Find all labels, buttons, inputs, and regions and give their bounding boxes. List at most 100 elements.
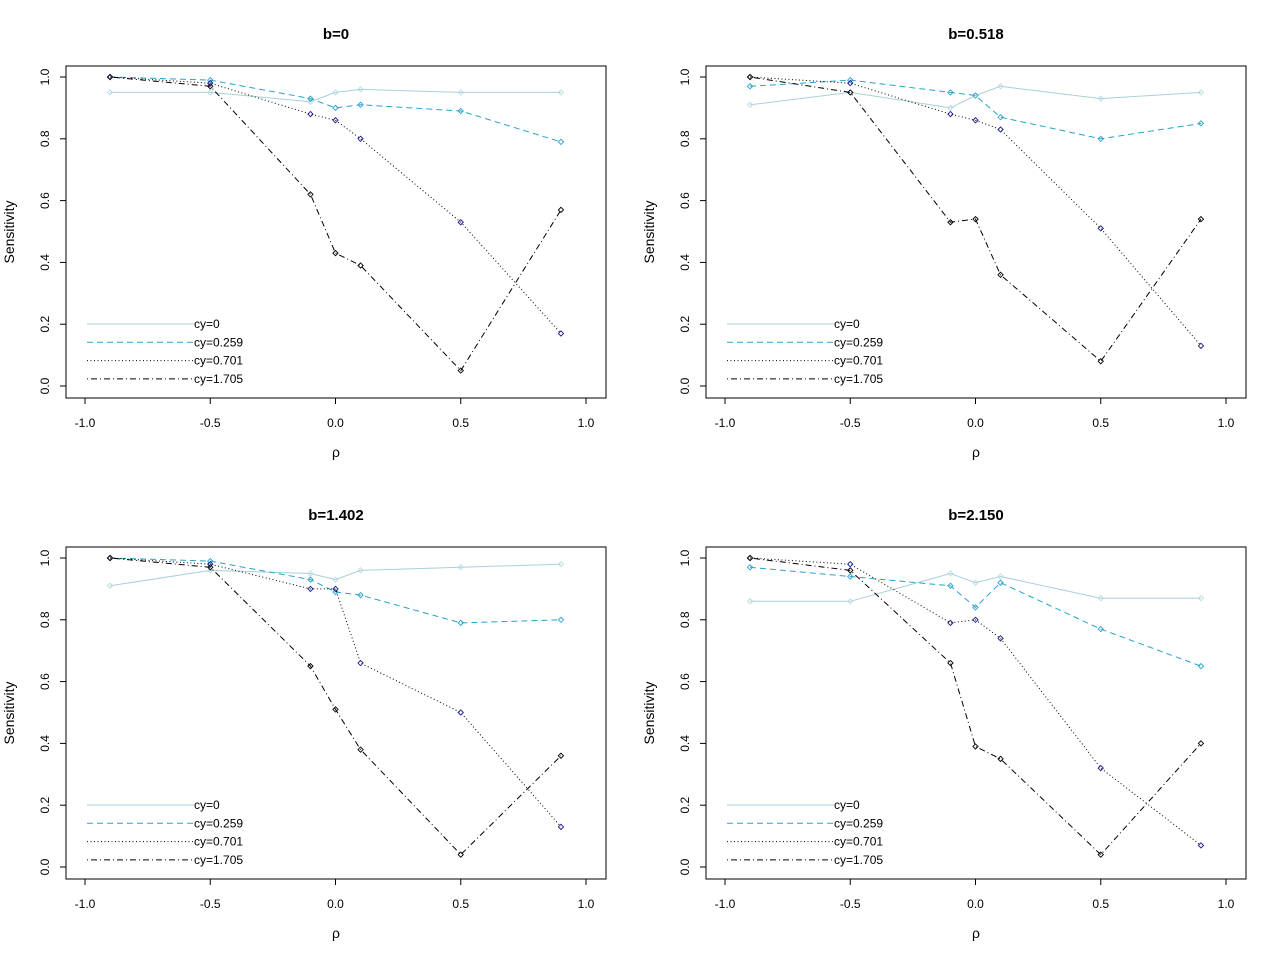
data-point [997, 126, 1004, 133]
data-point [997, 755, 1004, 763]
series-line-2 [109, 76, 562, 143]
data-point [332, 706, 339, 713]
legend-label-1: cy=0 [194, 317, 220, 331]
series-line-4 [109, 76, 562, 372]
data-point [1097, 764, 1104, 772]
y-tick-label: 1.0 [678, 549, 692, 566]
data-point [1197, 342, 1205, 350]
data-point [947, 104, 954, 112]
data-point [357, 567, 364, 574]
data-point [947, 89, 954, 96]
y-tick-label: 0.0 [38, 377, 52, 394]
y-tick-label: 0.4 [38, 254, 52, 271]
x-axis-label: ρ [332, 444, 340, 460]
x-axis-label: ρ [972, 444, 980, 460]
series-line-2 [749, 79, 1202, 140]
x-tick-label: -1.0 [715, 897, 736, 911]
y-tick-label: 0.8 [678, 130, 692, 147]
series-line-2 [749, 566, 1202, 667]
data-point [557, 616, 565, 624]
y-tick-label: 0.8 [38, 130, 52, 147]
data-point [746, 73, 754, 81]
data-point [746, 598, 754, 605]
y-tick-label: 0.0 [38, 858, 52, 875]
data-point [557, 330, 565, 337]
data-point [1197, 594, 1205, 602]
data-point [207, 557, 214, 565]
data-point [357, 591, 364, 599]
data-point [332, 89, 339, 96]
data-point [106, 73, 114, 81]
data-point [207, 567, 214, 574]
data-point [847, 567, 854, 574]
legend-label-4: cy=1.705 [194, 853, 243, 867]
data-point [207, 89, 214, 96]
legend-label-1: cy=0 [834, 317, 860, 331]
data-point [1197, 842, 1205, 849]
data-point [1097, 225, 1104, 232]
data-point [207, 79, 214, 87]
y-tick-label: 0.6 [678, 673, 692, 690]
y-axis-label: Sensitivity [1, 200, 17, 263]
data-point [1197, 215, 1205, 223]
series-line-3 [109, 76, 562, 334]
x-tick-label: 1.0 [578, 897, 595, 911]
x-tick-label: -1.0 [75, 897, 96, 911]
data-point [847, 76, 854, 84]
legend-label-4: cy=1.705 [194, 372, 243, 386]
series-line-3 [749, 557, 1202, 846]
y-tick-label: 0.6 [678, 192, 692, 209]
data-point [357, 135, 364, 143]
chart-panel-1: b=0 -1.0 -0.5 0.0 0.5 1.0 0.0 0.2 0.4 0.6 0.8 1.0 ρ S… [1, 26, 607, 460]
data-point [557, 138, 565, 146]
series-line-3 [749, 76, 1202, 347]
x-tick-label: 0.0 [327, 416, 344, 430]
data-point [1097, 851, 1104, 858]
legend-label-2: cy=0.259 [834, 335, 883, 349]
x-tick-label: 1.0 [1218, 416, 1235, 430]
data-point [457, 619, 464, 627]
legend-label-3: cy=0.701 [194, 354, 243, 368]
legend-label-4: cy=1.705 [834, 372, 883, 386]
x-tick-label: -0.5 [840, 897, 861, 911]
data-point [357, 746, 364, 753]
data-point [1197, 89, 1205, 96]
y-tick-label: 0.0 [678, 858, 692, 875]
y-tick-label: 0.6 [38, 192, 52, 209]
y-tick-label: 0.4 [38, 735, 52, 752]
data-point [457, 851, 464, 858]
data-point [972, 579, 979, 586]
plot-frame [705, 65, 1247, 399]
data-point [457, 218, 464, 226]
data-point [207, 560, 214, 568]
data-point [207, 564, 214, 571]
y-tick-label: 1.0 [38, 68, 52, 85]
data-point [557, 206, 565, 214]
data-point [307, 585, 314, 593]
data-point [746, 554, 754, 562]
plot-frame [705, 546, 1247, 880]
y-tick-label: 1.0 [678, 68, 692, 85]
y-tick-label: 0.2 [38, 316, 52, 333]
data-point [997, 83, 1004, 90]
y-tick-label: 0.2 [678, 797, 692, 814]
data-point [307, 662, 314, 670]
data-point [947, 659, 954, 667]
data-point [1197, 662, 1205, 670]
y-axis-label: Sensitivity [641, 681, 657, 744]
data-point [847, 89, 854, 96]
legend-label-1: cy=0 [194, 798, 220, 812]
y-tick-label: 0.2 [38, 797, 52, 814]
data-point [332, 585, 339, 593]
data-point [746, 564, 754, 571]
data-point [847, 560, 854, 568]
data-point [457, 564, 464, 571]
data-point [972, 616, 979, 624]
x-axis-label: ρ [972, 925, 980, 941]
chart-title: b=1.402 [308, 507, 363, 524]
data-point [1097, 625, 1104, 633]
data-point [307, 98, 314, 105]
data-point [847, 598, 854, 605]
legend-label-3: cy=0.701 [834, 354, 883, 368]
data-point [1097, 594, 1104, 602]
